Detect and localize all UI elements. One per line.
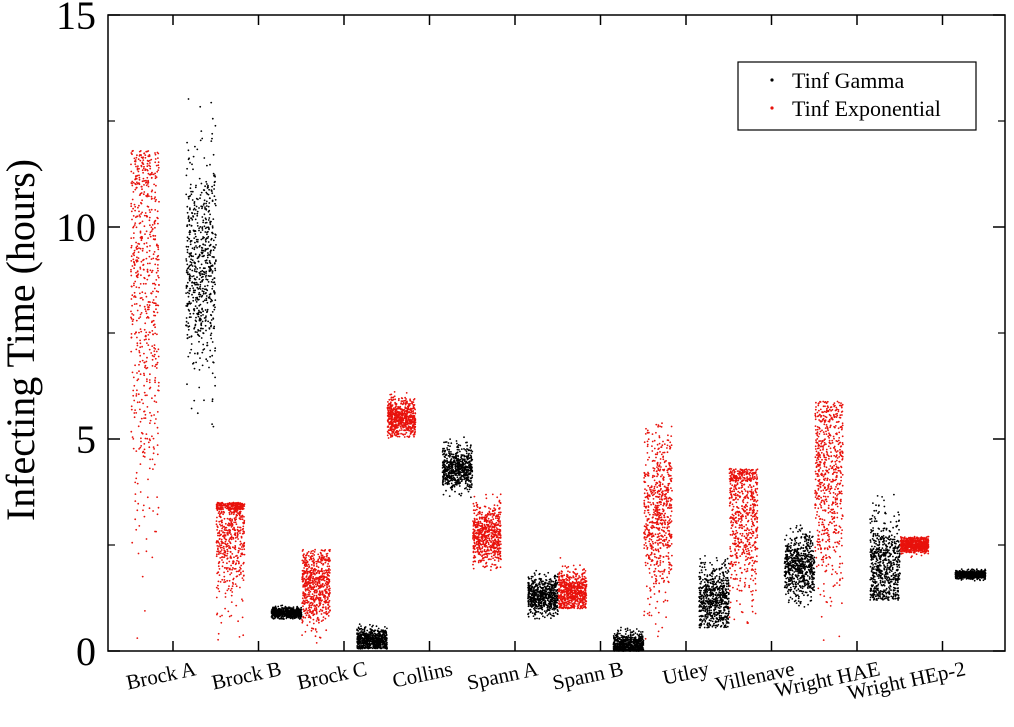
series-exponential-points-utley [643, 422, 673, 640]
y-tick-label: 10 [56, 205, 96, 250]
series-exponential-points-brock-a [130, 149, 160, 639]
series-gamma-points-wright-hep-2 [954, 568, 987, 582]
legend-label-tinf-gamma: Tinf Gamma [792, 68, 904, 93]
series-exponential-points-wright-hae [814, 400, 844, 641]
y-tick-label: 5 [76, 417, 96, 462]
series-gamma-points-spann-b [612, 626, 645, 652]
y-tick-label: 0 [76, 629, 96, 674]
series-exponential-points-brock-b [215, 501, 246, 641]
series-exponential-points-spann-b [557, 557, 588, 610]
legend: Tinf Gamma Tinf Exponential [737, 61, 977, 131]
series-exponential-points-wright-hep-2 [899, 535, 930, 559]
series-exponential-points-spann-a [472, 493, 502, 571]
legend-marker-tinf-exponential [770, 106, 774, 110]
legend-box [737, 61, 977, 131]
x-tick-label-collins: Collins [390, 656, 454, 692]
legend-marker-tinf-gamma [770, 78, 774, 82]
x-tick-label-spann-a: Spann A [465, 656, 541, 695]
series-gamma-points-villenave [783, 524, 816, 608]
series-gamma-points-collins [441, 436, 474, 499]
legend-label-tinf-exponential: Tinf Exponential [792, 96, 941, 121]
series-gamma-points-spann-a [527, 569, 559, 620]
points-layer [130, 98, 987, 652]
x-tick-label-utley: Utley [660, 656, 711, 689]
series-gamma-points-brock-c [356, 623, 388, 650]
series-exponential-points-villenave [728, 467, 759, 624]
x-tick-label-brock-a: Brock A [124, 656, 199, 694]
series-exponential-points-brock-c [301, 548, 331, 644]
x-tick-label-brock-c: Brock C [295, 656, 369, 694]
y-tick-label: 15 [56, 0, 96, 38]
x-tick-label-brock-b: Brock B [210, 656, 284, 694]
x-tick-label-spann-b: Spann B [550, 656, 625, 694]
y-axis-label: Infecting Time (hours) [0, 159, 43, 521]
series-gamma-points-brock-a [185, 98, 217, 428]
series-gamma-points-wright-hae [869, 493, 901, 601]
series-gamma-points-utley [698, 555, 730, 629]
series-gamma-points-brock-b [270, 604, 303, 620]
series-exponential-points-collins [386, 391, 417, 439]
